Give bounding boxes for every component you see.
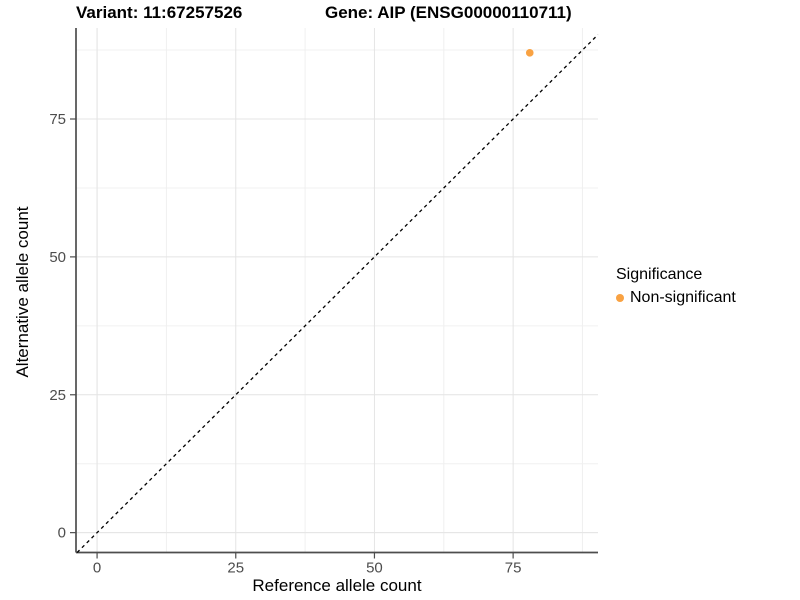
y-tick-label: 0 bbox=[58, 525, 66, 542]
x-axis-title: Reference allele count bbox=[252, 576, 422, 595]
gene-title: Gene: AIP (ENSG00000110711) bbox=[325, 3, 572, 22]
x-tick-label: 75 bbox=[505, 560, 522, 577]
x-tick-label: 50 bbox=[366, 560, 383, 577]
y-tick-label: 50 bbox=[49, 249, 66, 266]
legend-item-label: Non-significant bbox=[630, 289, 736, 306]
legend-title: Significance bbox=[616, 266, 703, 283]
variant-title: Variant: 11:67257526 bbox=[76, 3, 243, 22]
legend: Significance Non-significant bbox=[616, 266, 736, 307]
y-axis-title: Alternative allele count bbox=[13, 206, 32, 378]
identity-reference-line bbox=[76, 34, 599, 553]
data-point bbox=[525, 49, 534, 57]
y-tick-label: 25 bbox=[49, 387, 66, 404]
x-tick-label: 25 bbox=[227, 560, 244, 577]
legend-item-non-significant: Non-significant bbox=[616, 289, 736, 307]
y-tick-label: 75 bbox=[49, 111, 66, 128]
x-tick-label: 0 bbox=[93, 560, 101, 577]
legend-point-icon bbox=[616, 294, 624, 302]
